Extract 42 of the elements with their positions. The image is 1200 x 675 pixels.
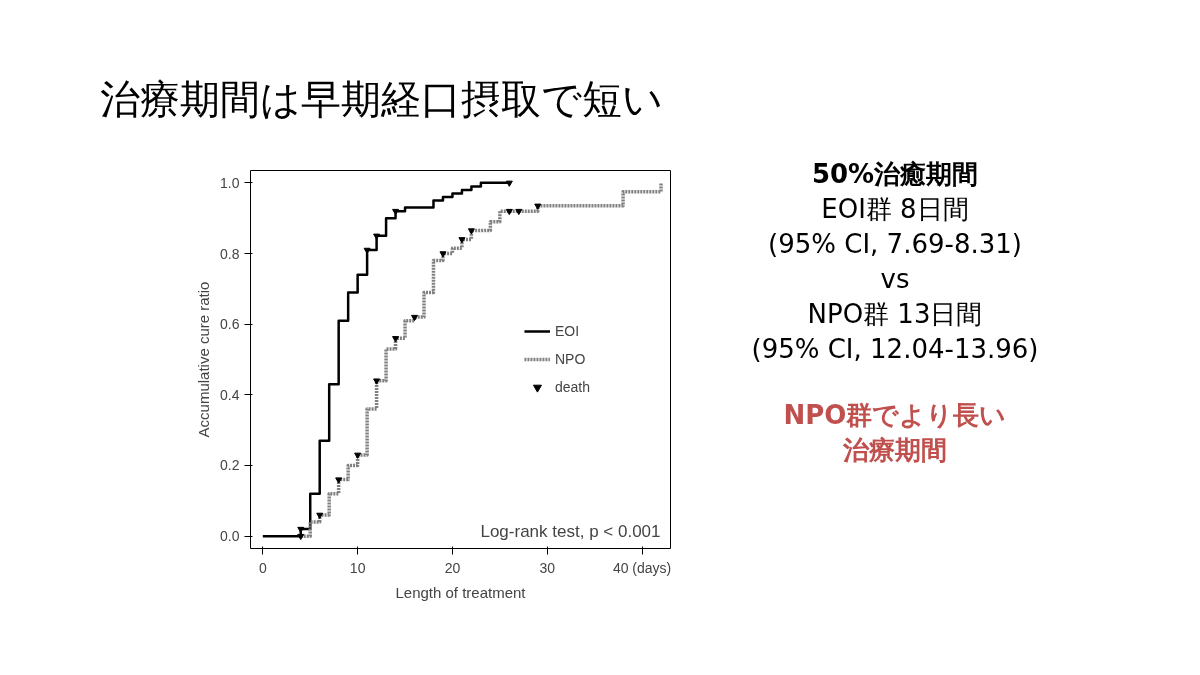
point xyxy=(505,180,513,187)
point xyxy=(515,208,523,216)
point xyxy=(373,378,381,385)
x-tick-label: 0 xyxy=(258,559,267,576)
y-tick-label: 0.4 xyxy=(220,386,240,403)
x-axis-title: Length of treatment xyxy=(395,583,527,601)
text: 治療期間 xyxy=(842,433,948,467)
y-tick-label: 0.8 xyxy=(220,245,240,262)
text: (95% CI, 7.69-8.31) xyxy=(767,228,1023,262)
legend-label: death xyxy=(554,379,590,395)
point xyxy=(411,314,419,322)
x-tick-label: 30 xyxy=(539,559,556,576)
text: NPO群 13日間 xyxy=(806,298,984,332)
text: 50%治癒期間 xyxy=(810,158,980,191)
point xyxy=(534,203,542,210)
y-axis-title: Accumulative cure ratio xyxy=(195,281,213,438)
point xyxy=(505,208,513,216)
text: NPO群でより長い xyxy=(782,398,1008,432)
x-tick-label: 40 (days) xyxy=(612,559,672,576)
point xyxy=(373,233,381,240)
point xyxy=(354,452,362,459)
y-tick-label: 0.0 xyxy=(220,528,240,545)
point xyxy=(392,336,400,343)
point xyxy=(297,533,305,541)
x-tick-label: 20 xyxy=(444,559,461,576)
point xyxy=(363,247,371,254)
legend-label: EOI xyxy=(554,323,580,339)
point xyxy=(316,512,324,519)
x-tick-label: 10 xyxy=(349,559,366,576)
y-tick-label: 0.6 xyxy=(220,316,240,333)
legend-label: NPO xyxy=(554,351,586,367)
point xyxy=(467,228,475,235)
point xyxy=(439,251,447,258)
annotation: Log-rank test, p < 0.001 xyxy=(480,521,661,541)
text: (95% CI, 12.04-13.96) xyxy=(751,333,1039,367)
point xyxy=(458,237,466,244)
text: vs xyxy=(879,263,911,297)
chart-title: 治療期間は早期経口摂取で短い xyxy=(100,75,663,123)
y-tick-label: 0.2 xyxy=(220,457,240,474)
y-tick-label: 1.0 xyxy=(220,174,240,191)
text: EOI群 8日間 xyxy=(820,193,970,227)
point xyxy=(335,477,343,484)
